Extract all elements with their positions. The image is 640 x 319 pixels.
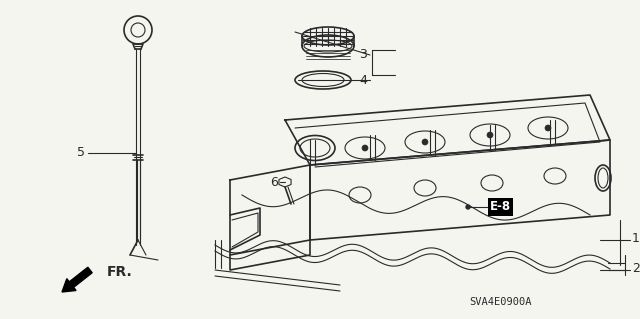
Circle shape — [545, 125, 551, 131]
Circle shape — [362, 145, 368, 151]
Text: SVA4E0900A: SVA4E0900A — [468, 297, 531, 307]
Text: 3: 3 — [359, 48, 367, 62]
Circle shape — [422, 139, 428, 145]
Text: 2: 2 — [632, 262, 640, 275]
FancyArrow shape — [62, 267, 92, 292]
Text: E-8: E-8 — [490, 201, 511, 213]
Text: 1: 1 — [632, 232, 640, 244]
Text: FR.: FR. — [107, 265, 132, 279]
Text: 5: 5 — [77, 146, 85, 160]
Circle shape — [487, 132, 493, 138]
Text: 6: 6 — [270, 175, 278, 189]
Circle shape — [466, 205, 470, 209]
Text: 4: 4 — [359, 73, 367, 86]
